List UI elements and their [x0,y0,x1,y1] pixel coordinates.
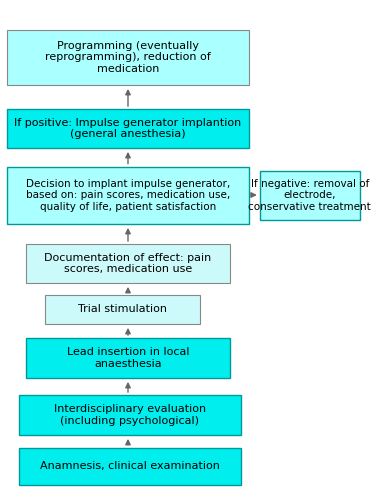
FancyBboxPatch shape [45,295,200,324]
FancyBboxPatch shape [260,171,360,220]
FancyBboxPatch shape [26,244,230,283]
Text: Decision to implant impulse generator,
based on: pain scores, medication use,
qu: Decision to implant impulse generator, b… [26,178,230,212]
Text: Anamnesis, clinical examination: Anamnesis, clinical examination [40,461,220,471]
FancyBboxPatch shape [19,395,241,435]
Text: Interdisciplinary evaluation
(including psychological): Interdisciplinary evaluation (including … [54,404,206,426]
FancyBboxPatch shape [7,30,249,85]
Text: Documentation of effect: pain
scores, medication use: Documentation of effect: pain scores, me… [45,252,211,274]
Text: Trial stimulation: Trial stimulation [78,304,167,314]
Text: If positive: Impulse generator implantion
(general anesthesia): If positive: Impulse generator implantio… [14,118,242,140]
FancyBboxPatch shape [7,109,249,148]
FancyBboxPatch shape [19,448,241,485]
Text: Lead insertion in local
anaesthesia: Lead insertion in local anaesthesia [67,347,189,369]
Text: If negative: removal of
electrode,
conservative treatment: If negative: removal of electrode, conse… [249,178,371,212]
FancyBboxPatch shape [7,166,249,224]
FancyBboxPatch shape [26,338,230,378]
Text: Programming (eventually
reprogramming), reduction of
medication: Programming (eventually reprogramming), … [45,41,211,74]
